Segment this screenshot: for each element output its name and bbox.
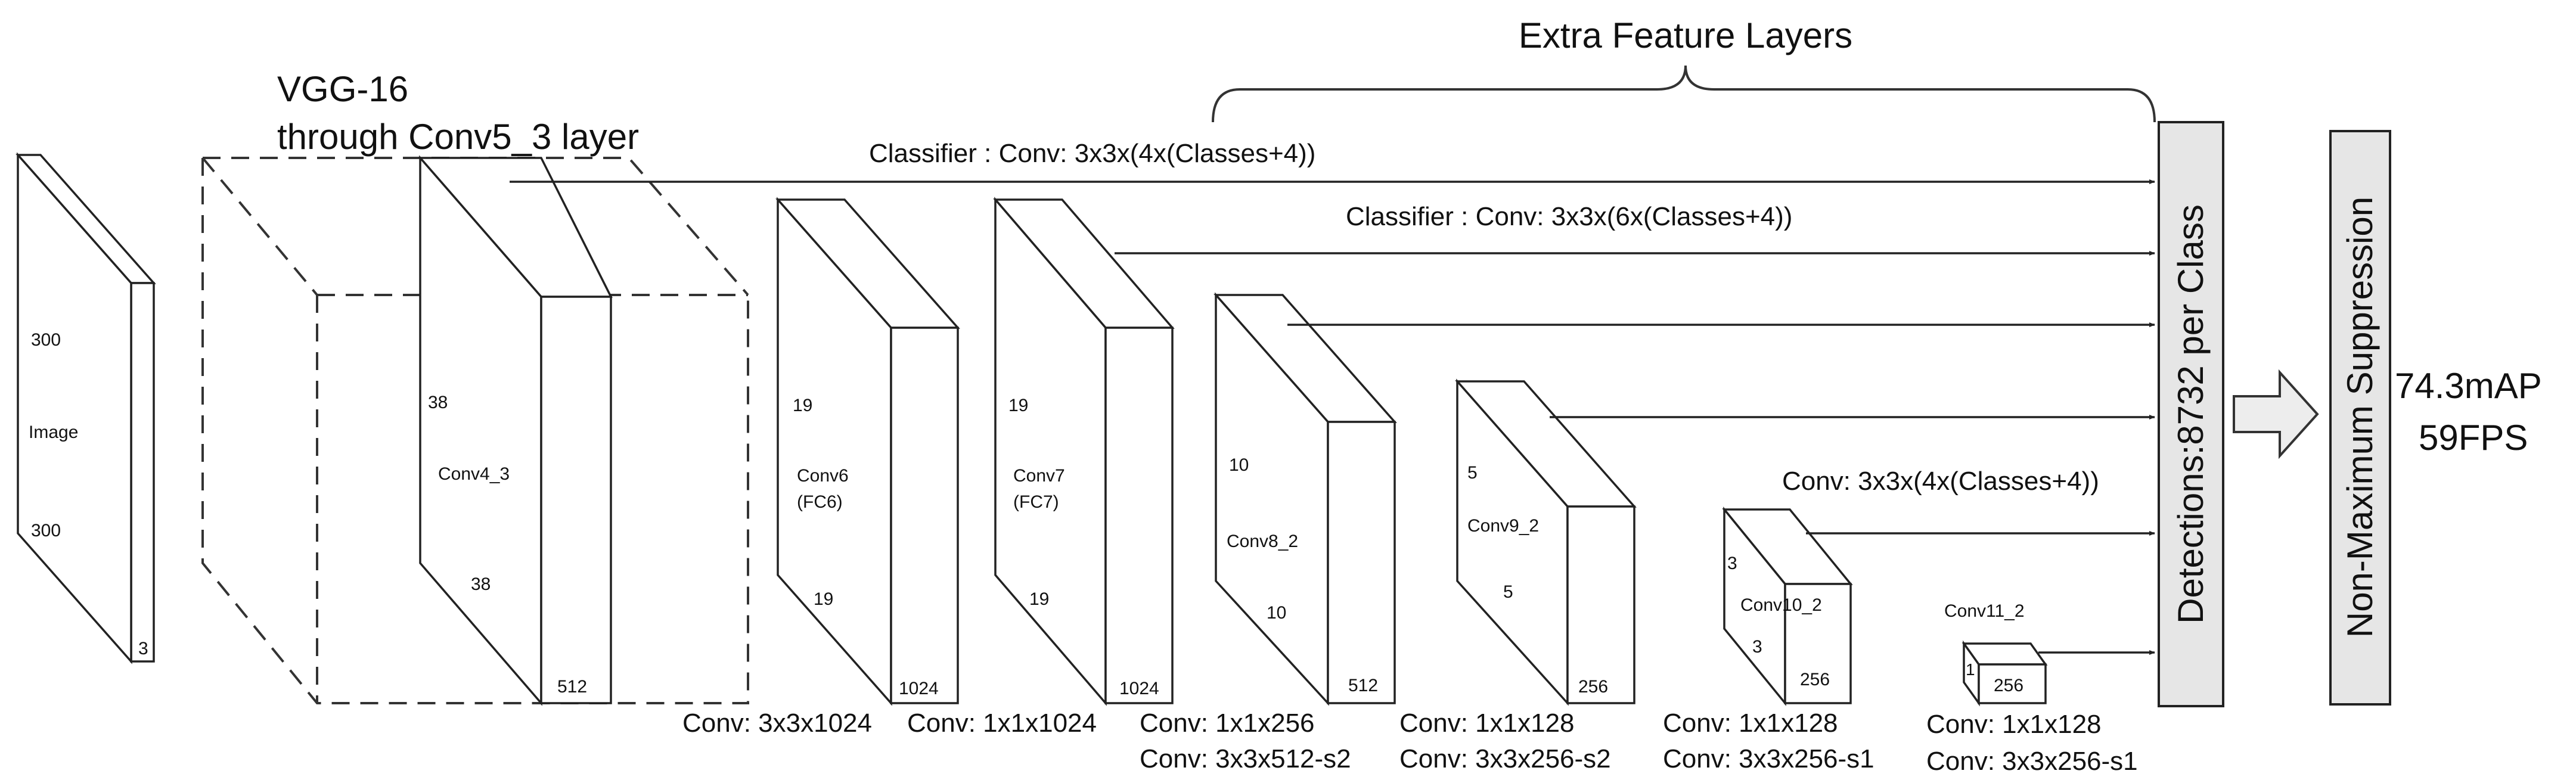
conv11-2-height-label: 1 (1966, 660, 1975, 679)
result-map: 74.3mAP (2395, 366, 2542, 406)
conv8-2-width-label: 10 (1267, 603, 1286, 623)
conv8-2-block (1213, 292, 1397, 706)
conv10-2-label: Conv10_2 (1740, 595, 1822, 615)
conv7-sub-label: (FC7) (1013, 492, 1059, 512)
conv7-height-label: 19 (1008, 396, 1028, 415)
conv10-2-height-label: 3 (1727, 554, 1737, 573)
conv4-3-height-label: 38 (428, 393, 448, 412)
conv6-depth-label: 1024 (899, 679, 939, 698)
vgg-label-line2: through Conv5_3 layer (277, 117, 639, 157)
image-block (15, 152, 156, 664)
caption-conv9-b: Conv: 3x3x256-s2 (1399, 744, 1611, 773)
conv4-3-width-label: 38 (471, 574, 491, 594)
conv7-width-label: 19 (1029, 589, 1049, 609)
conv10-2-width-label: 3 (1752, 637, 1762, 657)
conv6-label: Conv6 (797, 466, 849, 486)
caption-conv7: Conv: 1x1x1024 (907, 709, 1097, 738)
conv4-3-label: Conv4_3 (438, 464, 510, 484)
vgg-label-line1: VGG-16 (277, 69, 408, 109)
image-height-label: 300 (31, 330, 61, 350)
caption-conv10-b: Conv: 3x3x256-s1 (1663, 744, 1874, 773)
caption-conv8-b: Conv: 3x3x512-s2 (1140, 744, 1351, 773)
conv8-2-depth-label: 512 (1348, 676, 1378, 695)
conv11-2-block (1962, 640, 2048, 707)
caption-conv9-a: Conv: 1x1x128 (1399, 709, 1575, 738)
detections-label: Detections:8732 per Class (2171, 204, 2211, 624)
image-label: Image (29, 422, 78, 442)
caption-conv8-a: Conv: 1x1x256 (1140, 709, 1315, 738)
caption-conv11-b: Conv: 3x3x256-s1 (1926, 747, 2138, 776)
conv9-2-width-label: 5 (1503, 582, 1513, 602)
caption-conv11-a: Conv: 1x1x128 (1926, 710, 2102, 739)
classifier-label-3: Conv: 3x3x(4x(Classes+4)) (1782, 467, 2099, 496)
conv10-2-depth-label: 256 (1800, 670, 1830, 689)
caption-conv6: Conv: 3x3x1024 (682, 709, 872, 738)
conv11-2-depth-label: 256 (1994, 676, 2023, 695)
result-fps: 59FPS (2419, 418, 2528, 458)
nms-panel (2329, 130, 2391, 706)
conv10-2-block (1722, 507, 1853, 706)
detections-panel (2158, 121, 2224, 707)
conv7-label: Conv7 (1013, 466, 1065, 486)
hollow-arrow-icon (2233, 369, 2319, 459)
conv6-height-label: 19 (793, 396, 812, 415)
conv8-2-height-label: 10 (1229, 455, 1249, 475)
classifier-label-1: Classifier : Conv: 3x3x(4x(Classes+4)) (869, 139, 1315, 168)
caption-conv10-a: Conv: 1x1x128 (1663, 709, 1838, 738)
conv9-2-height-label: 5 (1467, 463, 1478, 483)
nms-label: Non-Maximum Suppression (2340, 197, 2380, 638)
conv7-depth-label: 1024 (1119, 679, 1159, 698)
extra-feature-layers-title: Extra Feature Layers (1519, 15, 1852, 55)
conv9-2-label: Conv9_2 (1467, 516, 1539, 536)
extra-feature-layers-brace (1212, 65, 2156, 123)
conv11-2-label: Conv11_2 (1944, 601, 2025, 621)
conv7-block (993, 197, 1175, 706)
conv9-2-depth-label: 256 (1578, 677, 1608, 697)
image-depth-label: 3 (138, 639, 148, 658)
conv4-3-depth-label: 512 (557, 677, 587, 697)
conv6-sub-label: (FC6) (797, 492, 843, 512)
conv6-block (775, 197, 960, 706)
classifier-label-2: Classifier : Conv: 3x3x(6x(Classes+4)) (1346, 202, 1792, 231)
conv9-2-block (1455, 378, 1637, 706)
conv6-width-label: 19 (814, 589, 833, 609)
conv4-3-block (418, 155, 613, 706)
conv8-2-label: Conv8_2 (1227, 532, 1298, 551)
image-width-label: 300 (31, 521, 61, 540)
